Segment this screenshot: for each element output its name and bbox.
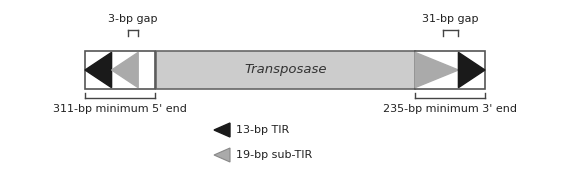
Polygon shape [415, 52, 458, 88]
Bar [415, 51, 485, 89]
Text: Transposase: Transposase [244, 64, 327, 76]
Polygon shape [214, 148, 230, 162]
Text: 311-bp minimum 5' end: 311-bp minimum 5' end [53, 104, 187, 114]
Text: 3-bp gap: 3-bp gap [108, 14, 158, 24]
Polygon shape [156, 51, 450, 89]
Polygon shape [458, 52, 485, 88]
Text: 235-bp minimum 3' end: 235-bp minimum 3' end [383, 104, 517, 114]
Polygon shape [214, 123, 230, 137]
Polygon shape [112, 52, 138, 88]
Text: 13-bp TIR: 13-bp TIR [236, 125, 289, 135]
Polygon shape [85, 52, 112, 88]
Text: 19-bp sub-TIR: 19-bp sub-TIR [236, 150, 312, 160]
Text: 31-bp gap: 31-bp gap [422, 14, 479, 24]
Bar [85, 51, 155, 89]
